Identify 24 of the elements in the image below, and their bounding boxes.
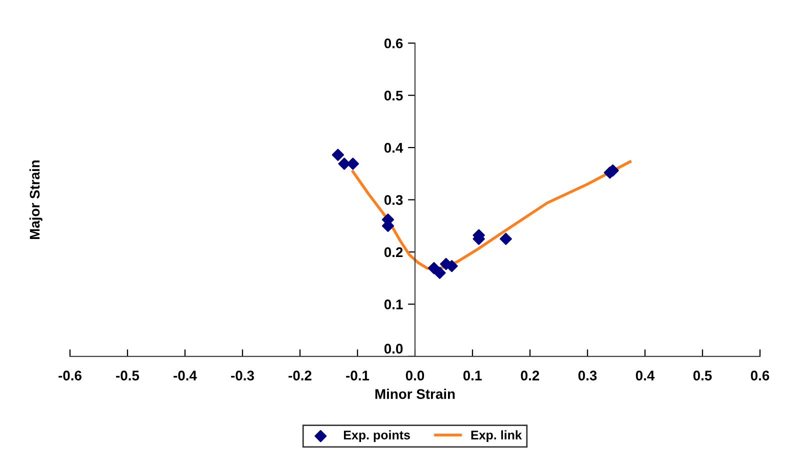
y-tick-label: 0.5 — [384, 90, 403, 101]
x-tick-label: -0.1 — [346, 370, 370, 380]
x-tick-label: 0.0 — [406, 370, 424, 380]
x-tick-label: -0.2 — [288, 370, 312, 380]
legend-label: Exp. link — [471, 430, 522, 442]
y-tick-label: 0.1 — [384, 300, 403, 310]
x-tick-label: 0.6 — [750, 370, 770, 380]
x-tick-label: 0.4 — [636, 370, 655, 380]
x-tick-label: -0.5 — [116, 370, 140, 380]
y-tick-label: 0.6 — [384, 38, 403, 48]
x-tick-label: 0.2 — [520, 370, 540, 380]
x-tick-label: 0.5 — [693, 370, 712, 380]
y-tick-label: 0.4 — [384, 142, 404, 153]
x-tick-label: 0.1 — [463, 370, 482, 380]
x-tick-label: -0.6 — [58, 370, 82, 380]
y-tick-label: 0.2 — [384, 247, 403, 258]
x-axis-title: Minor Strain — [375, 388, 455, 399]
x-tick-label: -0.4 — [174, 370, 197, 380]
x-tick-label: -0.3 — [231, 370, 254, 380]
legend-label: Exp. points — [344, 430, 410, 442]
y-tick-label: 0.0 — [384, 344, 403, 354]
y-axis-title: Major Strain — [29, 160, 42, 239]
y-tick-label: 0.3 — [384, 195, 403, 205]
x-tick-label: 0.3 — [578, 370, 597, 380]
